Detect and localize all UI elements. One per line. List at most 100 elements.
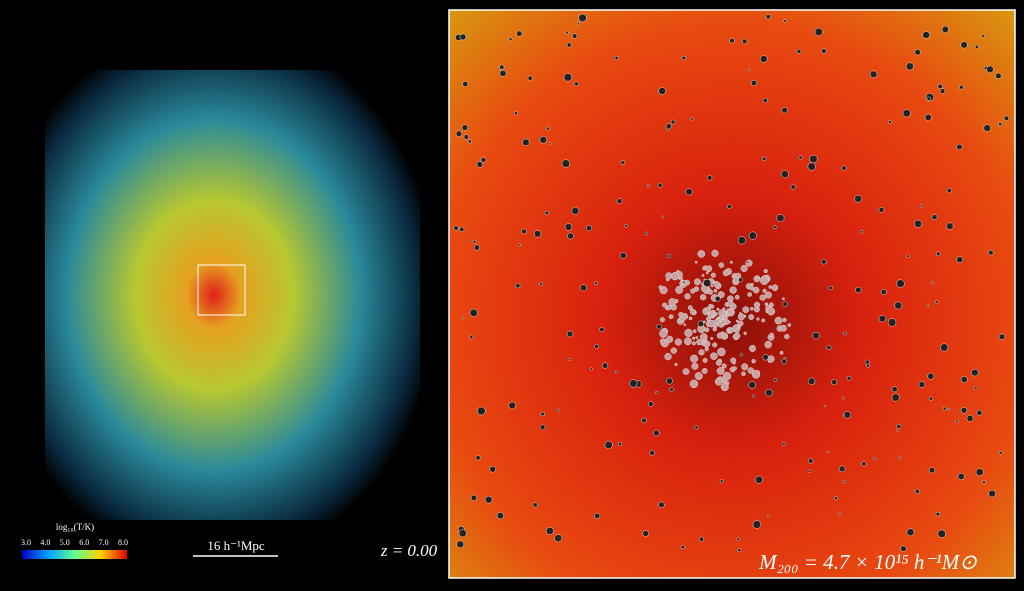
halo (855, 286, 862, 294)
halo (782, 317, 787, 323)
halo (702, 357, 708, 363)
halo (701, 367, 708, 374)
halo (666, 335, 674, 343)
halo (741, 363, 749, 371)
halo (974, 44, 979, 49)
halo (898, 456, 902, 460)
halo (459, 226, 465, 232)
halo (764, 291, 772, 299)
halo (715, 360, 722, 366)
halo (737, 325, 741, 328)
halo (812, 332, 820, 340)
halo (691, 341, 696, 346)
halo (698, 349, 705, 356)
halo (966, 414, 974, 422)
halo (905, 62, 914, 71)
halo (734, 294, 740, 300)
halo (986, 65, 994, 73)
halo (747, 292, 752, 297)
halo (880, 288, 887, 296)
halo (831, 379, 838, 386)
halo (722, 311, 727, 316)
halo (781, 358, 788, 365)
halo (732, 366, 737, 371)
halo (998, 333, 1006, 340)
halo (527, 75, 533, 81)
halo (843, 331, 847, 336)
halo (741, 38, 748, 45)
halo (726, 204, 732, 210)
halo (854, 194, 863, 203)
halo (690, 288, 696, 294)
halo (974, 386, 978, 391)
halo (751, 370, 761, 379)
halo (729, 328, 734, 333)
halo (682, 280, 686, 284)
halo (739, 353, 743, 357)
halo (691, 362, 699, 370)
halo (489, 466, 496, 473)
halo (532, 502, 538, 508)
halo (554, 534, 563, 543)
halo (684, 328, 693, 338)
halo (705, 265, 713, 272)
halo (942, 406, 947, 411)
halo (763, 269, 768, 274)
halo (748, 231, 757, 240)
halo (843, 411, 852, 419)
halo (741, 371, 746, 376)
halo (753, 301, 761, 308)
halo (657, 182, 663, 188)
halo (675, 286, 684, 294)
halo (878, 206, 885, 213)
halo (807, 469, 812, 473)
temperature-map (45, 70, 420, 520)
halo (988, 489, 996, 498)
halo (692, 329, 697, 333)
halo (780, 170, 789, 179)
colorbar-label: log₁₀(T/K) (56, 522, 94, 532)
halo (615, 370, 618, 374)
halo (616, 198, 623, 204)
halo (747, 68, 751, 71)
halo (697, 250, 706, 258)
halo (721, 363, 727, 369)
halo (821, 48, 827, 54)
halo (712, 327, 717, 332)
halo (764, 340, 772, 349)
halo (694, 425, 699, 430)
halo (783, 19, 787, 23)
halo (752, 394, 756, 398)
halo (955, 419, 959, 424)
halo (661, 215, 664, 219)
halo (619, 252, 627, 259)
halo (681, 284, 685, 288)
halo (574, 81, 579, 87)
halo (761, 318, 766, 323)
halo (680, 545, 685, 550)
halo (729, 286, 737, 294)
halo (539, 135, 548, 144)
halo (496, 512, 504, 520)
halo (734, 332, 741, 339)
halo (914, 488, 920, 494)
halo (752, 286, 760, 294)
halo (698, 536, 705, 542)
halo (539, 424, 546, 431)
halo (695, 336, 699, 340)
halo (614, 55, 619, 61)
halo (656, 323, 663, 330)
halo (515, 283, 521, 289)
zoom-panel (448, 9, 1016, 579)
halo (1003, 115, 1010, 121)
halo (807, 377, 816, 385)
halo (896, 423, 902, 429)
halo (716, 307, 720, 312)
halo (722, 371, 732, 381)
halo (935, 300, 939, 304)
halo (463, 134, 469, 140)
halo (484, 495, 493, 504)
halo (716, 332, 724, 339)
halo (659, 317, 665, 323)
scale-bar-label: 16 h⁻¹Mpc (207, 538, 265, 553)
